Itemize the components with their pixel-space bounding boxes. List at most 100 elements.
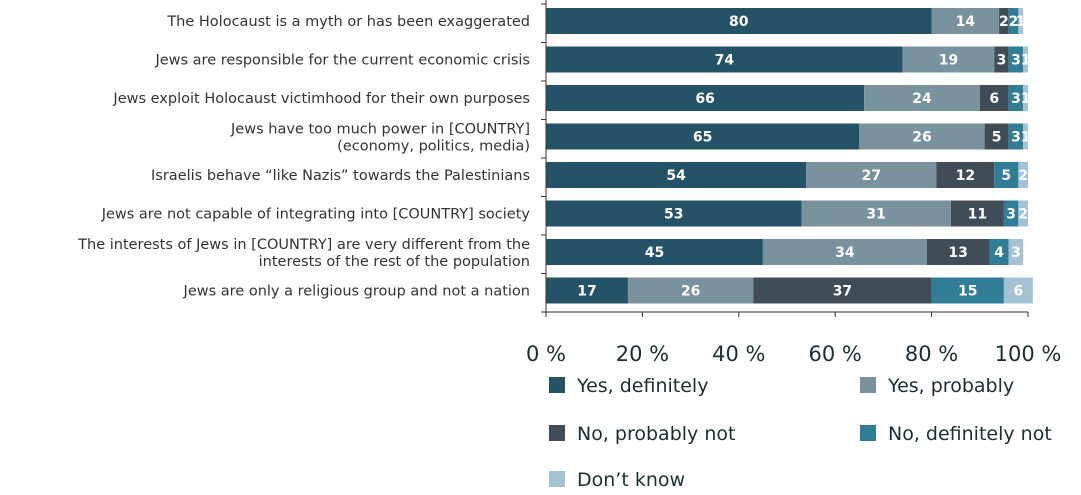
data-label: 80	[729, 14, 749, 30]
category-label: Jews are only a religious group and not …	[183, 284, 530, 300]
data-label: 5	[992, 130, 1002, 146]
bar-segment	[859, 123, 985, 150]
x-tick-label: 40 %	[712, 342, 765, 366]
category-label: Israelis behave “like Nazis” towards the…	[151, 168, 530, 184]
bar-segment	[994, 162, 1019, 188]
bar-segment	[1023, 123, 1028, 150]
data-label: 19	[939, 53, 958, 69]
x-tick-label: 80 %	[905, 342, 958, 366]
data-label: 26	[681, 284, 700, 300]
category-label: (economy, politics, media)	[337, 139, 530, 155]
legend: Yes, definitely Yes, probably No, probably…	[549, 375, 1052, 491]
category-label: Jews exploit Holocaust victimhood for th…	[112, 91, 530, 107]
legend-swatch	[549, 377, 565, 393]
legend-label: No, probably not	[577, 423, 735, 445]
data-label: 12	[956, 168, 975, 184]
data-label: 1	[1021, 130, 1031, 146]
bar-segment	[546, 162, 807, 188]
data-label: 74	[715, 53, 735, 69]
data-label: 31	[866, 207, 885, 223]
bar-segment	[1003, 200, 1019, 227]
data-label: 2	[1009, 14, 1019, 30]
bar-segment	[936, 162, 995, 188]
bar-segment	[902, 46, 995, 73]
data-label: 3	[1011, 53, 1021, 69]
data-label: 6	[1013, 284, 1023, 300]
bar-segment	[979, 85, 1009, 111]
bar-segment	[926, 239, 990, 265]
bar-segment	[546, 239, 763, 265]
data-label: 53	[664, 207, 683, 223]
data-label: 66	[695, 91, 714, 107]
data-label: 26	[912, 130, 931, 146]
data-label: 3	[1011, 245, 1021, 261]
data-label: 34	[835, 245, 855, 261]
bar-segment	[984, 123, 1009, 150]
legend-swatch	[860, 425, 876, 441]
category-labels: The Holocaust is a myth or has been exag…	[77, 14, 530, 300]
data-label: 3	[997, 53, 1007, 69]
data-label: 11	[968, 207, 987, 223]
bar-segment	[1003, 277, 1033, 304]
x-tick-label: 0 %	[526, 342, 566, 366]
legend-swatch	[549, 471, 565, 487]
bar-segment	[546, 277, 628, 304]
data-label: 1	[1021, 91, 1031, 107]
data-label: 27	[862, 168, 881, 184]
data-label: 17	[577, 284, 596, 300]
bar-segment	[1008, 46, 1024, 73]
bar-segment	[1018, 162, 1028, 188]
bar-segment	[806, 162, 937, 188]
bar-segment	[1018, 200, 1028, 227]
data-label: 6	[989, 91, 999, 107]
bar-segment	[1008, 123, 1024, 150]
data-label: 37	[833, 284, 852, 300]
bar-segment	[1008, 239, 1024, 265]
legend-label: No, definitely not	[888, 423, 1052, 445]
category-label: The interests of Jews in [COUNTRY] are v…	[77, 237, 530, 253]
data-label: 2	[1018, 207, 1028, 223]
data-label: 45	[645, 245, 664, 261]
bar-segment	[994, 46, 1009, 73]
data-label: 1	[1021, 53, 1031, 69]
bar-segment	[753, 277, 932, 304]
x-tick-label: 20 %	[616, 342, 669, 366]
bar-segment	[546, 123, 860, 150]
bar-segment	[546, 200, 802, 227]
data-label: 3	[1011, 130, 1021, 146]
data-label: 1	[1016, 14, 1026, 30]
bar-segment	[999, 8, 1009, 34]
bar-segment	[1023, 85, 1028, 111]
data-label: 3	[1006, 207, 1016, 223]
legend-swatch	[860, 377, 876, 393]
bar-segment	[931, 277, 1004, 304]
data-label: 54	[666, 168, 686, 184]
x-tick-label: 60 %	[809, 342, 862, 366]
bar-segment	[931, 8, 1000, 34]
data-label: 2	[1018, 168, 1028, 184]
bar-segment	[950, 200, 1004, 227]
bar-segment	[546, 85, 865, 111]
data-label: 24	[912, 91, 932, 107]
category-label: Jews have too much power in [COUNTRY]	[230, 122, 530, 138]
bar-segment	[864, 85, 980, 111]
bar-segment	[801, 200, 951, 227]
data-label: 15	[958, 284, 977, 300]
category-label: Jews are not capable of integrating into…	[101, 207, 531, 223]
legend-label: Yes, probably	[887, 375, 1014, 397]
bar-segment	[546, 8, 932, 34]
data-label: 2	[999, 14, 1009, 30]
bar-segment	[1018, 8, 1024, 34]
bar-segment	[762, 239, 927, 265]
bar-segment	[546, 46, 903, 73]
bar-segment	[1008, 85, 1024, 111]
data-label: 13	[948, 245, 967, 261]
legend-swatch	[549, 425, 565, 441]
data-label: 65	[693, 130, 712, 146]
category-label: interests of the rest of the population	[259, 254, 530, 270]
legend-label: Don’t know	[577, 469, 685, 491]
bar-segment	[627, 277, 754, 304]
category-label: The Holocaust is a myth or has been exag…	[166, 14, 530, 30]
bar-segment	[989, 239, 1009, 265]
